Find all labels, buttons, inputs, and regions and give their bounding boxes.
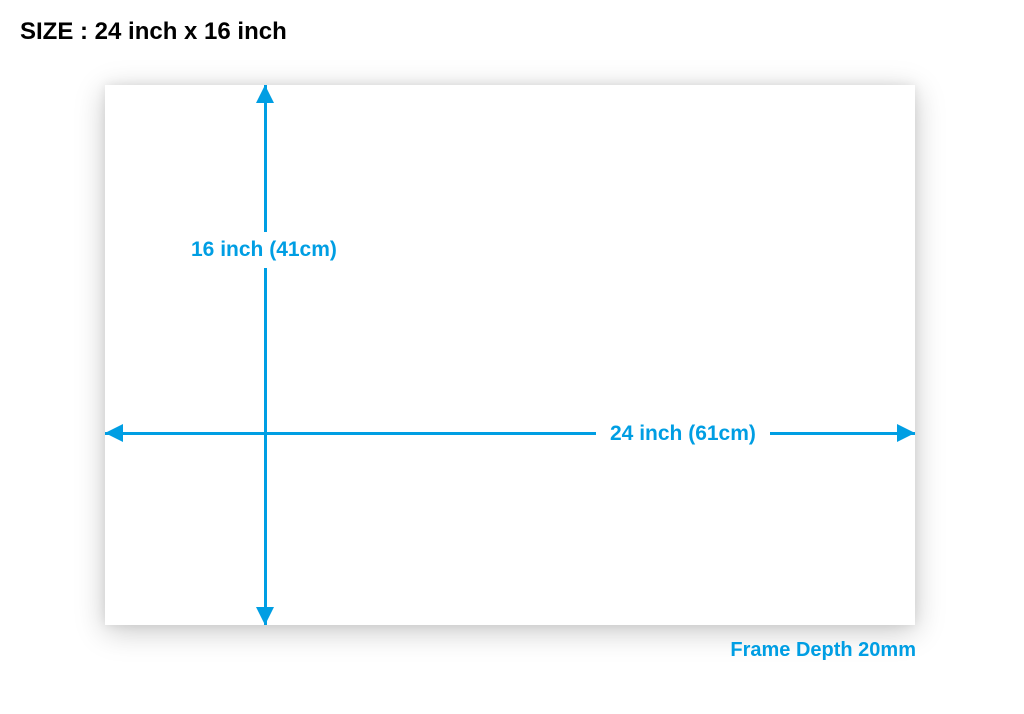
height-label: 16 inch (41cm): [187, 232, 341, 268]
width-dimension-line: [105, 432, 915, 435]
diagram-canvas: SIZE : 24 inch x 16 inch 16 inch (41cm) …: [0, 0, 1024, 714]
arrow-up-icon: [256, 85, 274, 103]
frame-depth-label: Frame Depth 20mm: [730, 639, 916, 662]
height-dimension-line: [264, 85, 267, 625]
frame-rectangle: [105, 85, 915, 625]
arrow-left-icon: [105, 424, 123, 442]
arrow-down-icon: [256, 607, 274, 625]
arrow-right-icon: [897, 424, 915, 442]
size-title: SIZE : 24 inch x 16 inch: [20, 18, 287, 46]
width-label: 24 inch (61cm): [596, 420, 770, 448]
